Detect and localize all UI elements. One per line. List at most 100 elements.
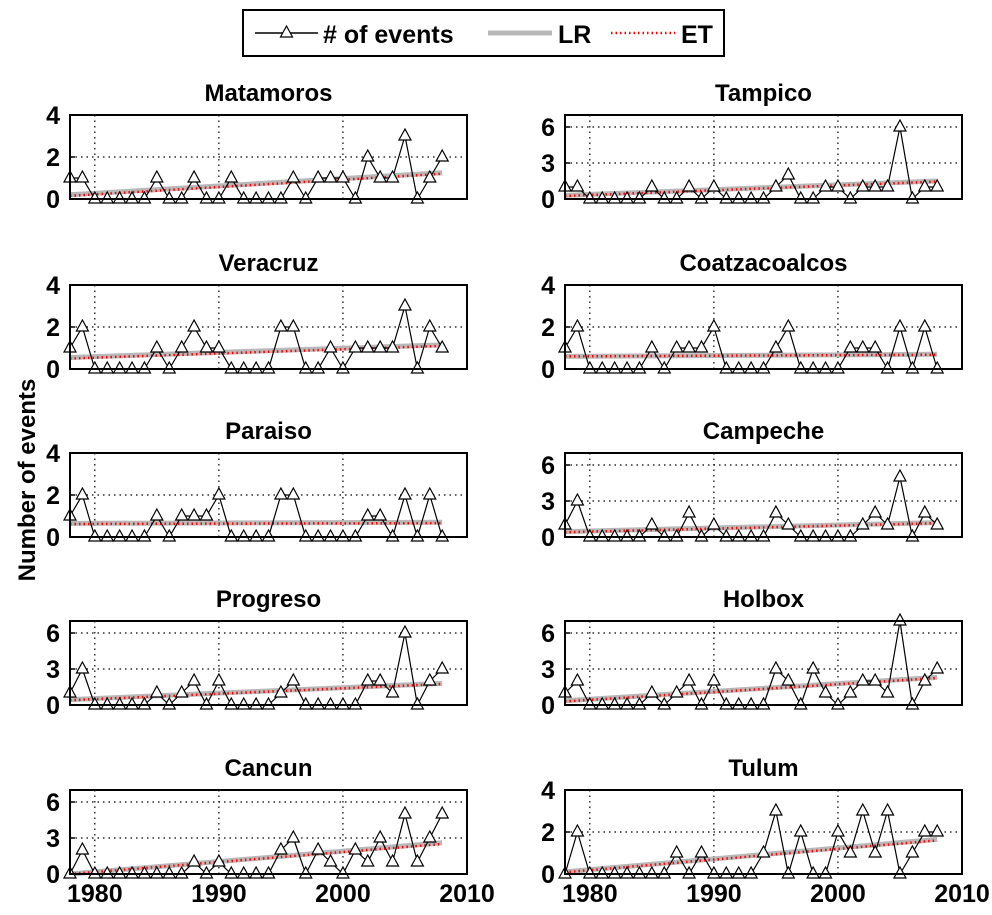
data-point <box>335 360 350 374</box>
panel-title: Veracruz <box>218 250 318 277</box>
data-point <box>273 684 288 698</box>
panel-tampico: Tampico 0 3 6 <box>541 80 963 214</box>
data-point <box>917 672 932 686</box>
data-point <box>249 190 264 204</box>
data-point <box>843 844 858 858</box>
x-tick-label: 1990 <box>191 880 247 908</box>
series-lr-line <box>69 519 443 526</box>
data-point <box>793 360 808 374</box>
data-point <box>360 507 375 521</box>
y-tick-label: 2 <box>541 819 555 847</box>
panel-title: Campeche <box>703 418 824 445</box>
axes-frame <box>564 452 963 538</box>
panel-title: Paraiso <box>225 418 312 445</box>
data-point <box>311 841 326 855</box>
data-point <box>868 339 883 353</box>
data-point <box>323 528 338 542</box>
data-point <box>781 672 796 686</box>
panel-matamoros: Matamoros 0 2 4 <box>46 80 468 214</box>
data-point <box>112 360 127 374</box>
data-point <box>930 178 945 192</box>
data-point <box>112 865 127 879</box>
data-point <box>930 516 945 530</box>
data-point <box>273 841 288 855</box>
data-point <box>917 504 932 518</box>
data-point <box>880 684 895 698</box>
data-point <box>607 865 622 879</box>
data-point <box>843 684 858 698</box>
y-tick-label: 2 <box>541 314 555 342</box>
data-point <box>286 672 301 686</box>
data-point <box>570 318 585 332</box>
x-tick-label: 1980 <box>67 880 123 908</box>
y-tick-label: 3 <box>46 656 60 684</box>
data-point <box>87 360 102 374</box>
y-tick-label: 2 <box>46 314 60 342</box>
data-point <box>397 297 412 311</box>
data-point <box>682 339 697 353</box>
data-point <box>75 660 90 674</box>
data-point <box>87 865 102 879</box>
data-point <box>435 339 450 353</box>
data-point <box>125 360 140 374</box>
y-tick-label: 6 <box>541 452 555 480</box>
data-point <box>162 865 177 879</box>
data-point <box>125 528 140 542</box>
data-point <box>261 360 276 374</box>
data-point <box>756 528 771 542</box>
data-point <box>632 190 647 204</box>
data-point <box>595 696 610 710</box>
grid <box>70 285 467 369</box>
data-point <box>137 696 152 710</box>
data-point <box>620 865 635 879</box>
data-point <box>731 190 746 204</box>
data-point <box>125 190 140 204</box>
data-point <box>682 504 697 518</box>
data-point <box>249 360 264 374</box>
data-point <box>793 528 808 542</box>
data-point <box>781 318 796 332</box>
data-point <box>905 696 920 710</box>
panels: Matamoros024Tampico036Veracruz024Coatzac… <box>46 80 990 908</box>
data-point <box>694 339 709 353</box>
data-point <box>298 190 313 204</box>
data-point <box>298 696 313 710</box>
y-tick-label: 4 <box>541 777 555 805</box>
data-point <box>607 696 622 710</box>
data-point <box>843 528 858 542</box>
data-point <box>632 528 647 542</box>
data-point <box>694 190 709 204</box>
panel-title: Tulum <box>728 755 798 782</box>
data-point <box>756 190 771 204</box>
data-point <box>236 865 251 879</box>
data-point <box>137 360 152 374</box>
data-point <box>100 360 115 374</box>
panel-campeche: Campeche 0 3 6 <box>541 418 963 552</box>
data-point <box>373 169 388 183</box>
data-point <box>582 190 597 204</box>
data-point <box>706 865 721 879</box>
data-point <box>644 684 659 698</box>
data-point <box>570 492 585 506</box>
y-tick-label: 0 <box>46 186 60 214</box>
data-point <box>410 190 425 204</box>
grid <box>565 621 962 705</box>
axes-frame <box>69 284 468 370</box>
data-point <box>162 360 177 374</box>
y-tick-label: 3 <box>541 150 555 178</box>
y-tick-label: 3 <box>541 656 555 684</box>
data-point <box>224 169 239 183</box>
panel-tulum: Tulum 0 2 4 1980 1990 2000 2010 <box>541 755 990 908</box>
data-point <box>373 507 388 521</box>
data-point <box>125 865 140 879</box>
panel-veracruz: Veracruz 0 2 4 <box>46 250 468 384</box>
y-tick-label: 0 <box>46 692 60 720</box>
data-point <box>286 486 301 500</box>
data-point <box>570 672 585 686</box>
data-point <box>360 339 375 353</box>
data-point <box>174 190 189 204</box>
data-point <box>348 841 363 855</box>
data-point <box>435 805 450 819</box>
data-point <box>211 339 226 353</box>
data-point <box>781 516 796 530</box>
